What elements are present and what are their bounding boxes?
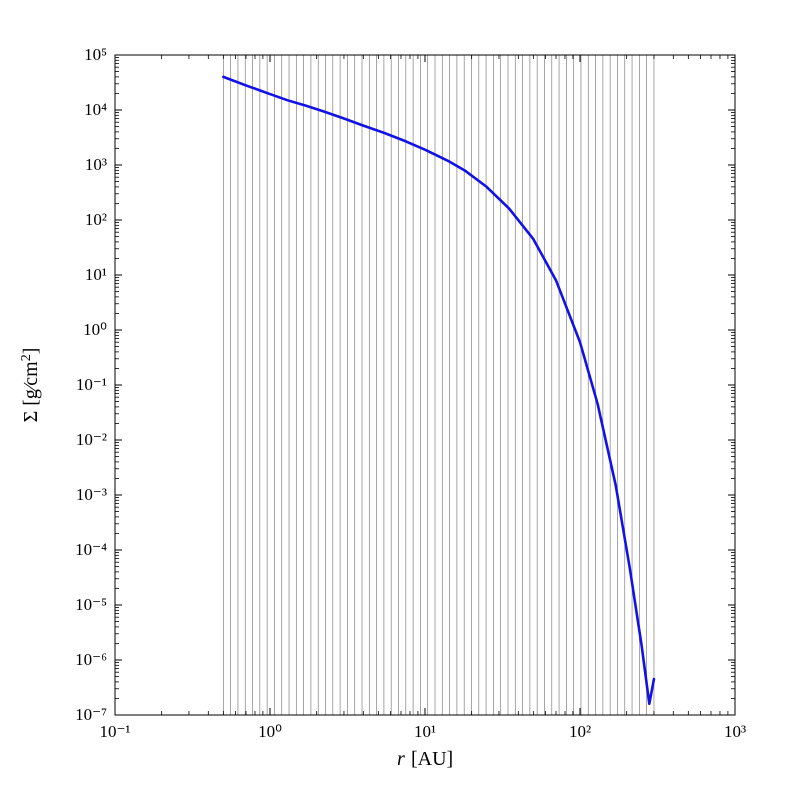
y-tick-label: 10⁰ [83, 320, 107, 339]
chart-container: 10⁻¹ 10⁰ 10¹ 10² 10³ 10⁻⁷ 10⁻⁶ 10⁻⁵ 10⁻⁴ 10⁻³ 10⁻²… [0, 0, 800, 800]
x-tick-label: 10¹ [414, 722, 436, 741]
y-tick-label: 10¹ [85, 265, 107, 284]
x-tick-label: 10⁻¹ [99, 722, 130, 741]
y-tick-label: 10³ [85, 155, 107, 174]
chart-svg: 10⁻¹ 10⁰ 10¹ 10² 10³ 10⁻⁷ 10⁻⁶ 10⁻⁵ 10⁻⁴ 10⁻³ 10⁻²… [0, 0, 800, 800]
y-tick-label: 10² [85, 210, 107, 229]
y-tick-label: 10⁻⁵ [75, 595, 107, 614]
y-tick-label: 10⁻⁴ [75, 540, 107, 559]
y-tick-label: 10⁻² [76, 430, 107, 449]
x-tick-label: 10² [569, 722, 591, 741]
y-tick-label: 10⁴ [84, 100, 107, 119]
y-tick-label: 10⁻⁷ [75, 705, 107, 724]
x-tick-label: 10³ [724, 722, 746, 741]
y-tick-label: 10⁻⁶ [75, 650, 107, 669]
y-tick-label: 10⁻³ [76, 485, 107, 504]
svg-text:[AU]: [AU] [411, 748, 453, 770]
svg-text:r: r [397, 748, 405, 770]
y-tick-label: 10⁵ [84, 45, 107, 64]
y-tick-label: 10⁻¹ [76, 375, 107, 394]
x-tick-label: 10⁰ [258, 722, 282, 741]
